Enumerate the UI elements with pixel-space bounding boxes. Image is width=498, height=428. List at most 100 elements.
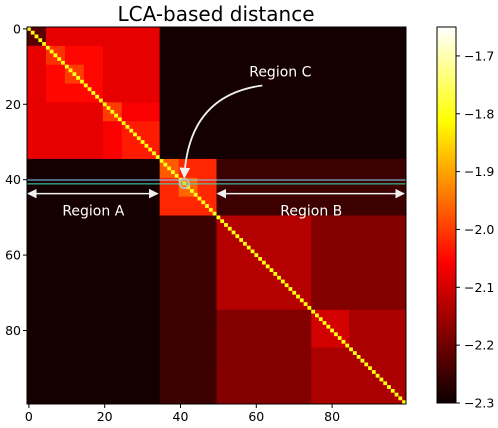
heatmap-cell xyxy=(102,79,161,84)
heatmap-cell xyxy=(27,332,161,337)
heatmap-cell xyxy=(45,27,161,32)
heatmap-cell xyxy=(159,226,217,231)
heatmap-cell xyxy=(216,328,312,333)
heatmap-cell xyxy=(148,147,153,152)
heatmap-cell xyxy=(159,324,217,329)
heatmap-cell xyxy=(159,272,217,277)
heatmap-cell xyxy=(159,68,406,73)
heatmap-cell xyxy=(284,279,312,284)
heatmap-cell xyxy=(303,302,308,307)
heatmap-cell xyxy=(121,121,126,126)
heatmap-cell xyxy=(27,272,161,277)
heatmap-cell xyxy=(235,230,312,235)
heatmap-cell xyxy=(45,60,62,66)
heatmap-cell xyxy=(102,45,161,51)
x-tick-label: 20 xyxy=(97,409,113,424)
heatmap-cell xyxy=(159,309,217,314)
heatmap-cell xyxy=(216,302,305,307)
heatmap-cell xyxy=(27,366,161,371)
heatmap-cell xyxy=(27,207,161,213)
heatmap-cell xyxy=(27,151,104,156)
heatmap-cell xyxy=(311,385,388,390)
heatmap-cell xyxy=(64,64,70,69)
heatmap-cell xyxy=(280,275,312,280)
heatmap-cell xyxy=(27,238,161,243)
heatmap-cell xyxy=(121,151,153,156)
heatmap-cell xyxy=(102,57,161,62)
heatmap-cell xyxy=(216,207,406,213)
heatmap-cell xyxy=(159,351,217,356)
heatmap-cell xyxy=(45,91,92,96)
heatmap-cell xyxy=(311,249,406,254)
heatmap-cell xyxy=(159,347,217,352)
heatmap-cell xyxy=(34,30,47,35)
heatmap-cell xyxy=(311,377,380,382)
heatmap-cell xyxy=(102,102,107,107)
heatmap-cell xyxy=(311,245,406,250)
colorbar-gradient xyxy=(436,26,457,404)
heatmap-cell xyxy=(349,328,406,333)
heatmap-cell xyxy=(220,219,225,224)
heatmap-cell xyxy=(288,287,293,292)
heatmap-cell xyxy=(159,98,406,103)
heatmap-cell xyxy=(27,91,47,96)
heatmap-cell xyxy=(159,192,179,198)
heatmap-cell xyxy=(27,256,161,262)
heatmap-cell xyxy=(27,298,161,303)
heatmap-cell xyxy=(27,347,161,352)
heatmap-cell xyxy=(311,336,339,341)
heatmap-cell xyxy=(311,396,399,401)
heatmap-cell xyxy=(197,192,217,198)
heatmap-cell xyxy=(27,143,104,149)
heatmap-cell xyxy=(27,83,47,88)
heatmap-cell xyxy=(144,140,161,145)
heatmap-cell xyxy=(189,185,198,190)
heatmap-cell xyxy=(102,87,161,92)
heatmap-cell xyxy=(64,72,73,77)
heatmap-cell xyxy=(311,253,406,258)
heatmap-cell xyxy=(311,219,406,224)
heatmap-cell xyxy=(216,339,312,345)
heatmap-cell xyxy=(265,264,270,269)
heatmap-cell xyxy=(121,117,161,122)
heatmap-cell xyxy=(254,249,312,254)
heatmap-cell xyxy=(159,117,406,122)
heatmap-cell xyxy=(159,136,406,141)
heatmap-cell xyxy=(322,321,327,326)
heatmap-cell xyxy=(216,388,312,394)
heatmap-cell xyxy=(27,87,47,92)
heatmap-cell xyxy=(375,373,380,379)
heatmap-cell xyxy=(27,64,47,69)
heatmap-cell xyxy=(371,366,406,371)
x-tick-label: 40 xyxy=(173,409,189,424)
heatmap-cell xyxy=(216,174,406,179)
heatmap-cell xyxy=(216,249,252,254)
heatmap-cell xyxy=(216,317,312,322)
heatmap-cell xyxy=(216,354,312,360)
heatmap-cell xyxy=(231,230,236,235)
heatmap-cell xyxy=(311,366,369,371)
heatmap-cell xyxy=(311,287,406,292)
heatmap-cell xyxy=(159,83,406,88)
heatmap-cell xyxy=(178,189,191,194)
heatmap-cell xyxy=(216,166,406,171)
heatmap-cell xyxy=(49,45,66,51)
heatmap-cell xyxy=(159,290,217,296)
heatmap-cell xyxy=(239,238,244,243)
heatmap-cell xyxy=(102,76,161,81)
heatmap-cell xyxy=(174,170,179,175)
heatmap-cell xyxy=(27,128,104,133)
heatmap-cell xyxy=(27,79,47,84)
heatmap-cell xyxy=(159,238,217,243)
heatmap-cell xyxy=(398,396,403,401)
heatmap-cell xyxy=(159,60,406,66)
heatmap-cell xyxy=(216,245,248,250)
heatmap-cell xyxy=(27,336,161,341)
heatmap-cell xyxy=(292,287,312,292)
heatmap-cell xyxy=(159,207,210,213)
x-tick-label: 0 xyxy=(25,409,33,424)
colorbar-tick-label: −2.1 xyxy=(464,280,494,295)
heatmap-cell xyxy=(311,400,403,404)
heatmap-cell xyxy=(102,128,123,133)
heatmap-cell xyxy=(216,170,406,175)
